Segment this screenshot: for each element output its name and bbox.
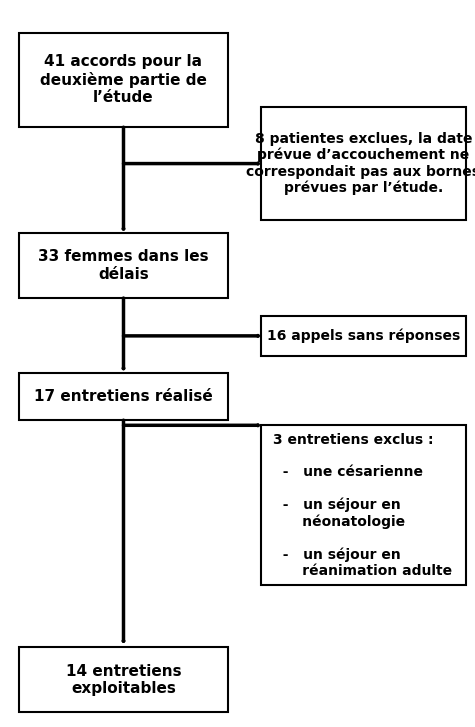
FancyBboxPatch shape [19,233,228,298]
Text: 3 entretiens exclus :

  -   une césarienne

  -   un séjour en
      néonatolog: 3 entretiens exclus : - une césarienne -… [273,433,452,578]
FancyBboxPatch shape [261,107,466,220]
FancyBboxPatch shape [261,316,466,356]
Text: 14 entretiens
exploitables: 14 entretiens exploitables [66,664,181,696]
FancyBboxPatch shape [19,33,228,127]
FancyBboxPatch shape [261,425,466,585]
FancyBboxPatch shape [19,647,228,712]
Text: 41 accords pour la
deuxième partie de
l’étude: 41 accords pour la deuxième partie de l’… [40,55,207,105]
FancyBboxPatch shape [19,373,228,420]
Text: 16 appels sans réponses: 16 appels sans réponses [267,329,460,343]
Text: 33 femmes dans les
délais: 33 femmes dans les délais [38,249,209,281]
Text: 17 entretiens réalisé: 17 entretiens réalisé [34,389,213,403]
Text: 8 patientes exclues, la date
prévue d’accouchement ne
correspondait pas aux born: 8 patientes exclues, la date prévue d’ac… [247,132,475,196]
